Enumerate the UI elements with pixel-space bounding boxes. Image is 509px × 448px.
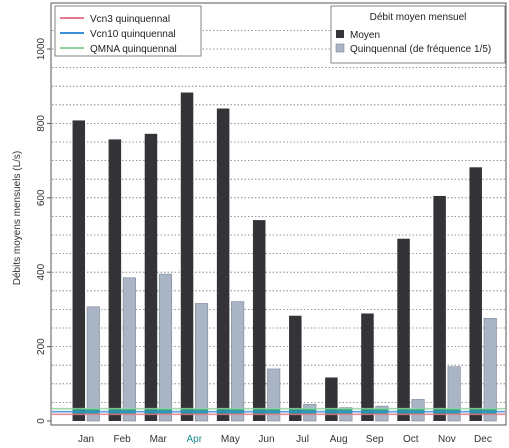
- x-tick-label: Nov: [438, 434, 456, 445]
- reference-lines: [52, 407, 505, 416]
- legend-label-qmna: QMNA quinquennal: [90, 44, 177, 55]
- bar-moyen-jul: [289, 315, 302, 421]
- y-tick-label: 0: [36, 418, 47, 424]
- x-tick-label: Jul: [296, 434, 309, 445]
- legend-label-moyen: Moyen: [350, 30, 380, 41]
- bar-moyen-apr: [180, 92, 194, 422]
- x-tick-label: Jan: [78, 434, 94, 445]
- x-tick-label: Sep: [366, 434, 384, 445]
- legend-label-quinquennal: Quinquennal (de fréquence 1/5): [350, 44, 491, 55]
- legend-label-vcn3: Vcn3 quinquennal: [90, 14, 170, 25]
- bar-moyen-may: [216, 108, 230, 422]
- x-tick-label: May: [221, 434, 240, 445]
- y-tick-label: 400: [36, 263, 47, 280]
- x-tick-label: Jun: [258, 434, 274, 445]
- y-tick-label: 200: [36, 338, 47, 355]
- legend-swatch-moyen: [336, 30, 344, 38]
- bar-moyen-feb: [108, 139, 122, 421]
- x-axis: Jan Feb Mar Apr May Jun Jul Aug Sep Oct Nov Dec: [78, 434, 492, 445]
- bar-moyen-dec: [469, 167, 482, 421]
- bar-moyen-nov: [433, 195, 446, 421]
- legend-bars-title: Débit moyen mensuel: [370, 12, 467, 23]
- x-tick-label: Mar: [150, 434, 168, 445]
- y-tick-label: 1000: [36, 37, 47, 60]
- bar-moyen-jun: [252, 220, 266, 421]
- bar-quinquennal-dec: [483, 318, 497, 422]
- legend-reference-lines: Vcn3 quinquennal Vcn10 quinquennal QMNA …: [54, 5, 202, 57]
- bar-moyen-jan: [72, 120, 86, 421]
- bar-quinquennal-jan: [86, 306, 100, 422]
- bar-quinquennal-apr: [194, 303, 209, 422]
- bar-moyen-oct: [397, 238, 410, 421]
- bar-quinquennal-may: [231, 301, 245, 422]
- legend-label-vcn10: Vcn10 quinquennal: [90, 29, 176, 40]
- x-tick-label: Feb: [114, 434, 132, 445]
- y-axis-label: Débits moyens mensuels (L/s): [12, 151, 23, 286]
- bar-quinquennal-feb: [122, 277, 136, 422]
- x-tick-label: Apr: [187, 434, 203, 445]
- bar-quinquennal-nov: [447, 366, 461, 422]
- y-axis: 0 200 400 600 800 1000: [36, 37, 51, 424]
- x-tick-label: Dec: [474, 434, 492, 445]
- bar-moyen-sep: [361, 313, 374, 421]
- x-tick-label: Aug: [330, 434, 348, 445]
- bar-moyen-mar: [144, 133, 158, 422]
- legend-swatch-quinquennal: [335, 43, 345, 53]
- x-tick-label: Oct: [403, 434, 419, 445]
- y-tick-label: 600: [36, 189, 47, 206]
- legend-bars: Débit moyen mensuel Moyen Quinquennal (d…: [330, 5, 506, 64]
- y-tick-label: 800: [36, 115, 47, 132]
- bar-quinquennal-mar: [158, 273, 173, 422]
